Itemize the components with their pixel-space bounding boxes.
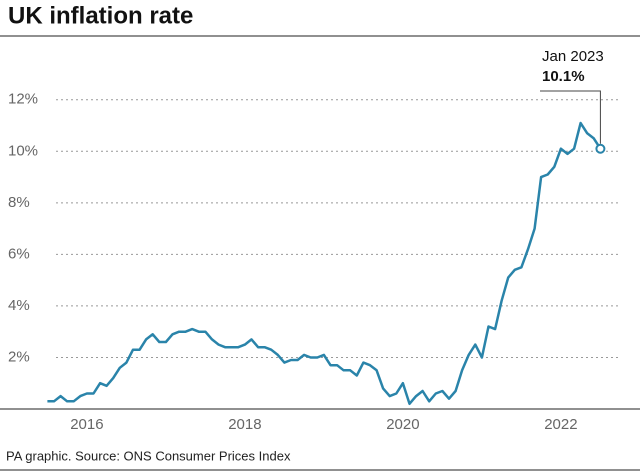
- line: [47, 121, 602, 406]
- annotation-leader: [540, 90, 601, 144]
- annotation-value: 10.1%: [542, 68, 585, 85]
- y-tick-label: 12%: [8, 91, 38, 108]
- y-tick-label: 4%: [8, 297, 30, 314]
- end-marker: [595, 143, 606, 154]
- chart-title: UK inflation rate: [8, 2, 193, 29]
- x-tick-label: 2016: [70, 416, 103, 433]
- x-tick-label: 2018: [228, 416, 261, 433]
- source: PA graphic. Source: ONS Consumer Prices …: [6, 448, 291, 463]
- y-tick-label: 10%: [8, 142, 38, 159]
- y-tick-label: 2%: [8, 348, 30, 365]
- y-tick-label: 6%: [8, 245, 30, 262]
- annotation-date: Jan 2023: [542, 48, 604, 65]
- y-tick-label: 8%: [8, 194, 30, 211]
- x-tick-label: 2022: [544, 416, 577, 433]
- x-tick-label: 2020: [386, 416, 419, 433]
